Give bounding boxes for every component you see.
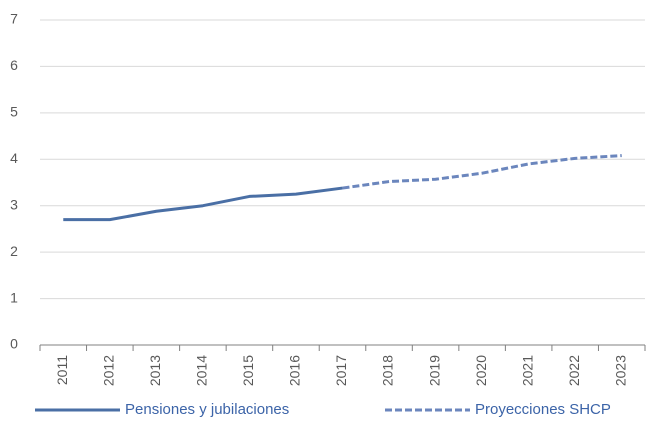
y-tick-label: 5 (10, 104, 18, 120)
x-tick-label: 2016 (287, 355, 303, 386)
y-tick-label: 2 (10, 243, 18, 259)
y-tick-label: 6 (10, 57, 18, 73)
x-tick-label: 2011 (54, 355, 70, 385)
legend-label: Proyecciones SHCP (475, 401, 611, 418)
x-tick-label: 2017 (333, 355, 349, 386)
x-tick-label: 2012 (101, 355, 117, 386)
x-tick-label: 2023 (612, 355, 628, 386)
x-tick-label: 2019 (426, 355, 442, 386)
y-tick-label: 7 (10, 11, 18, 27)
y-tick-label: 4 (10, 150, 18, 166)
x-tick-label: 2013 (147, 355, 163, 386)
x-tick-label: 2021 (519, 355, 535, 386)
series-line (63, 186, 343, 222)
x-tick-label: 2014 (194, 355, 210, 386)
x-tick-label: 2022 (566, 355, 582, 386)
y-tick-label: 3 (10, 196, 18, 212)
legend-label: Pensiones y jubilaciones (125, 401, 289, 418)
y-tick-label: 0 (10, 336, 18, 352)
y-tick-label: 1 (10, 289, 18, 305)
x-tick-label: 2018 (380, 355, 396, 386)
x-tick-label: 2020 (473, 355, 489, 386)
series-line (342, 154, 622, 190)
x-tick-label: 2015 (240, 355, 256, 386)
